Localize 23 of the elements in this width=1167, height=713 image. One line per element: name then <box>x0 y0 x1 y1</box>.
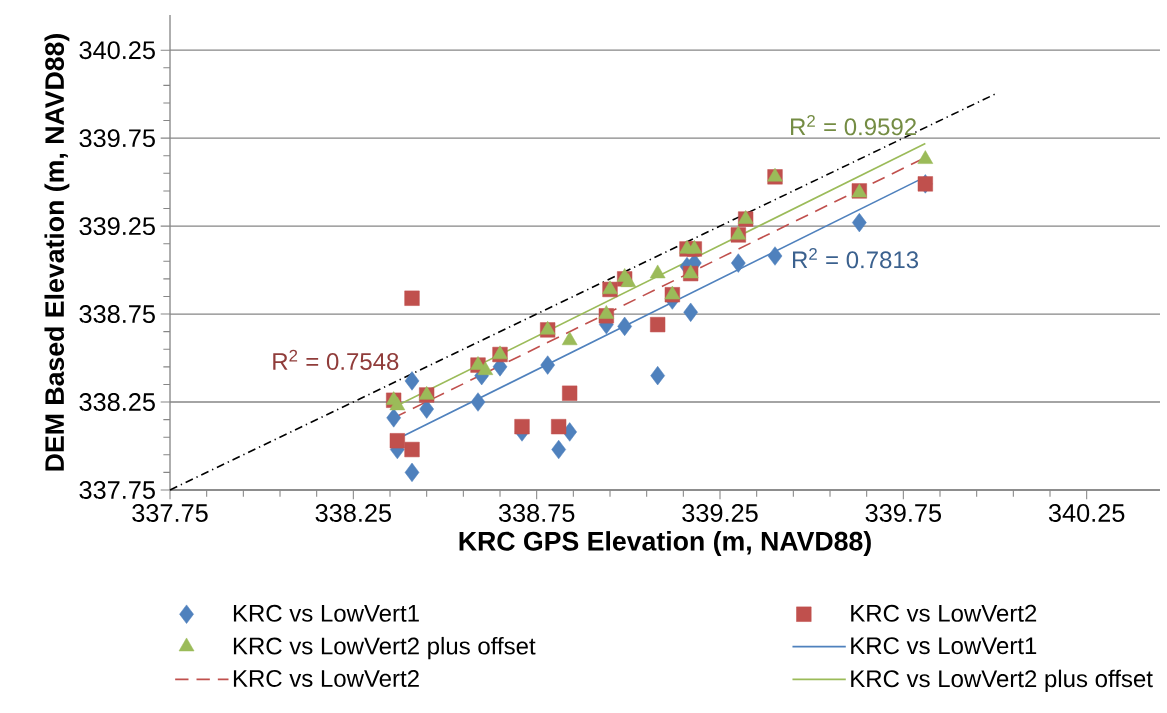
y-tick-label: 339.25 <box>79 217 155 236</box>
x-tick-label: 338.75 <box>498 504 575 522</box>
legend-label: KRC vs LowVert2 plus offset <box>851 669 1153 693</box>
legend-label: KRC vs LowVert1 <box>233 604 419 622</box>
y-tick-label: 338.75 <box>79 305 155 324</box>
legend-label: KRC vs LowVert2 <box>233 669 419 687</box>
annotation: R$^{2}$ = 0.7813 <box>793 248 919 269</box>
x-tick-label: 339.25 <box>682 504 758 522</box>
y-tick-label: 339.75 <box>79 129 155 148</box>
x-tick-label: 340.25 <box>1048 504 1125 522</box>
legend-label: KRC vs LowVert2 plus offset <box>233 636 536 660</box>
x-tick-label: 339.75 <box>865 504 942 522</box>
x-tick-label: 338.25 <box>315 504 392 522</box>
x-axis-title: KRC GPS Elevation (m, NAVD88) <box>459 531 871 556</box>
y-tick-label: 340.25 <box>79 41 155 60</box>
y-axis-title: DEM Based Elevation (m, NAVD88) <box>44 34 70 471</box>
y-tick-label: 338.25 <box>79 393 155 411</box>
x-tick-label: 337.75 <box>132 504 208 522</box>
annotation: R$^{2}$ = 0.7548 <box>273 349 399 370</box>
legend-label: KRC vs LowVert2 <box>851 604 1037 622</box>
annotation: R$^{2}$ = 0.9592 <box>791 115 916 136</box>
legend-label: KRC vs LowVert1 <box>851 637 1037 655</box>
y-tick-label: 337.75 <box>79 481 155 499</box>
